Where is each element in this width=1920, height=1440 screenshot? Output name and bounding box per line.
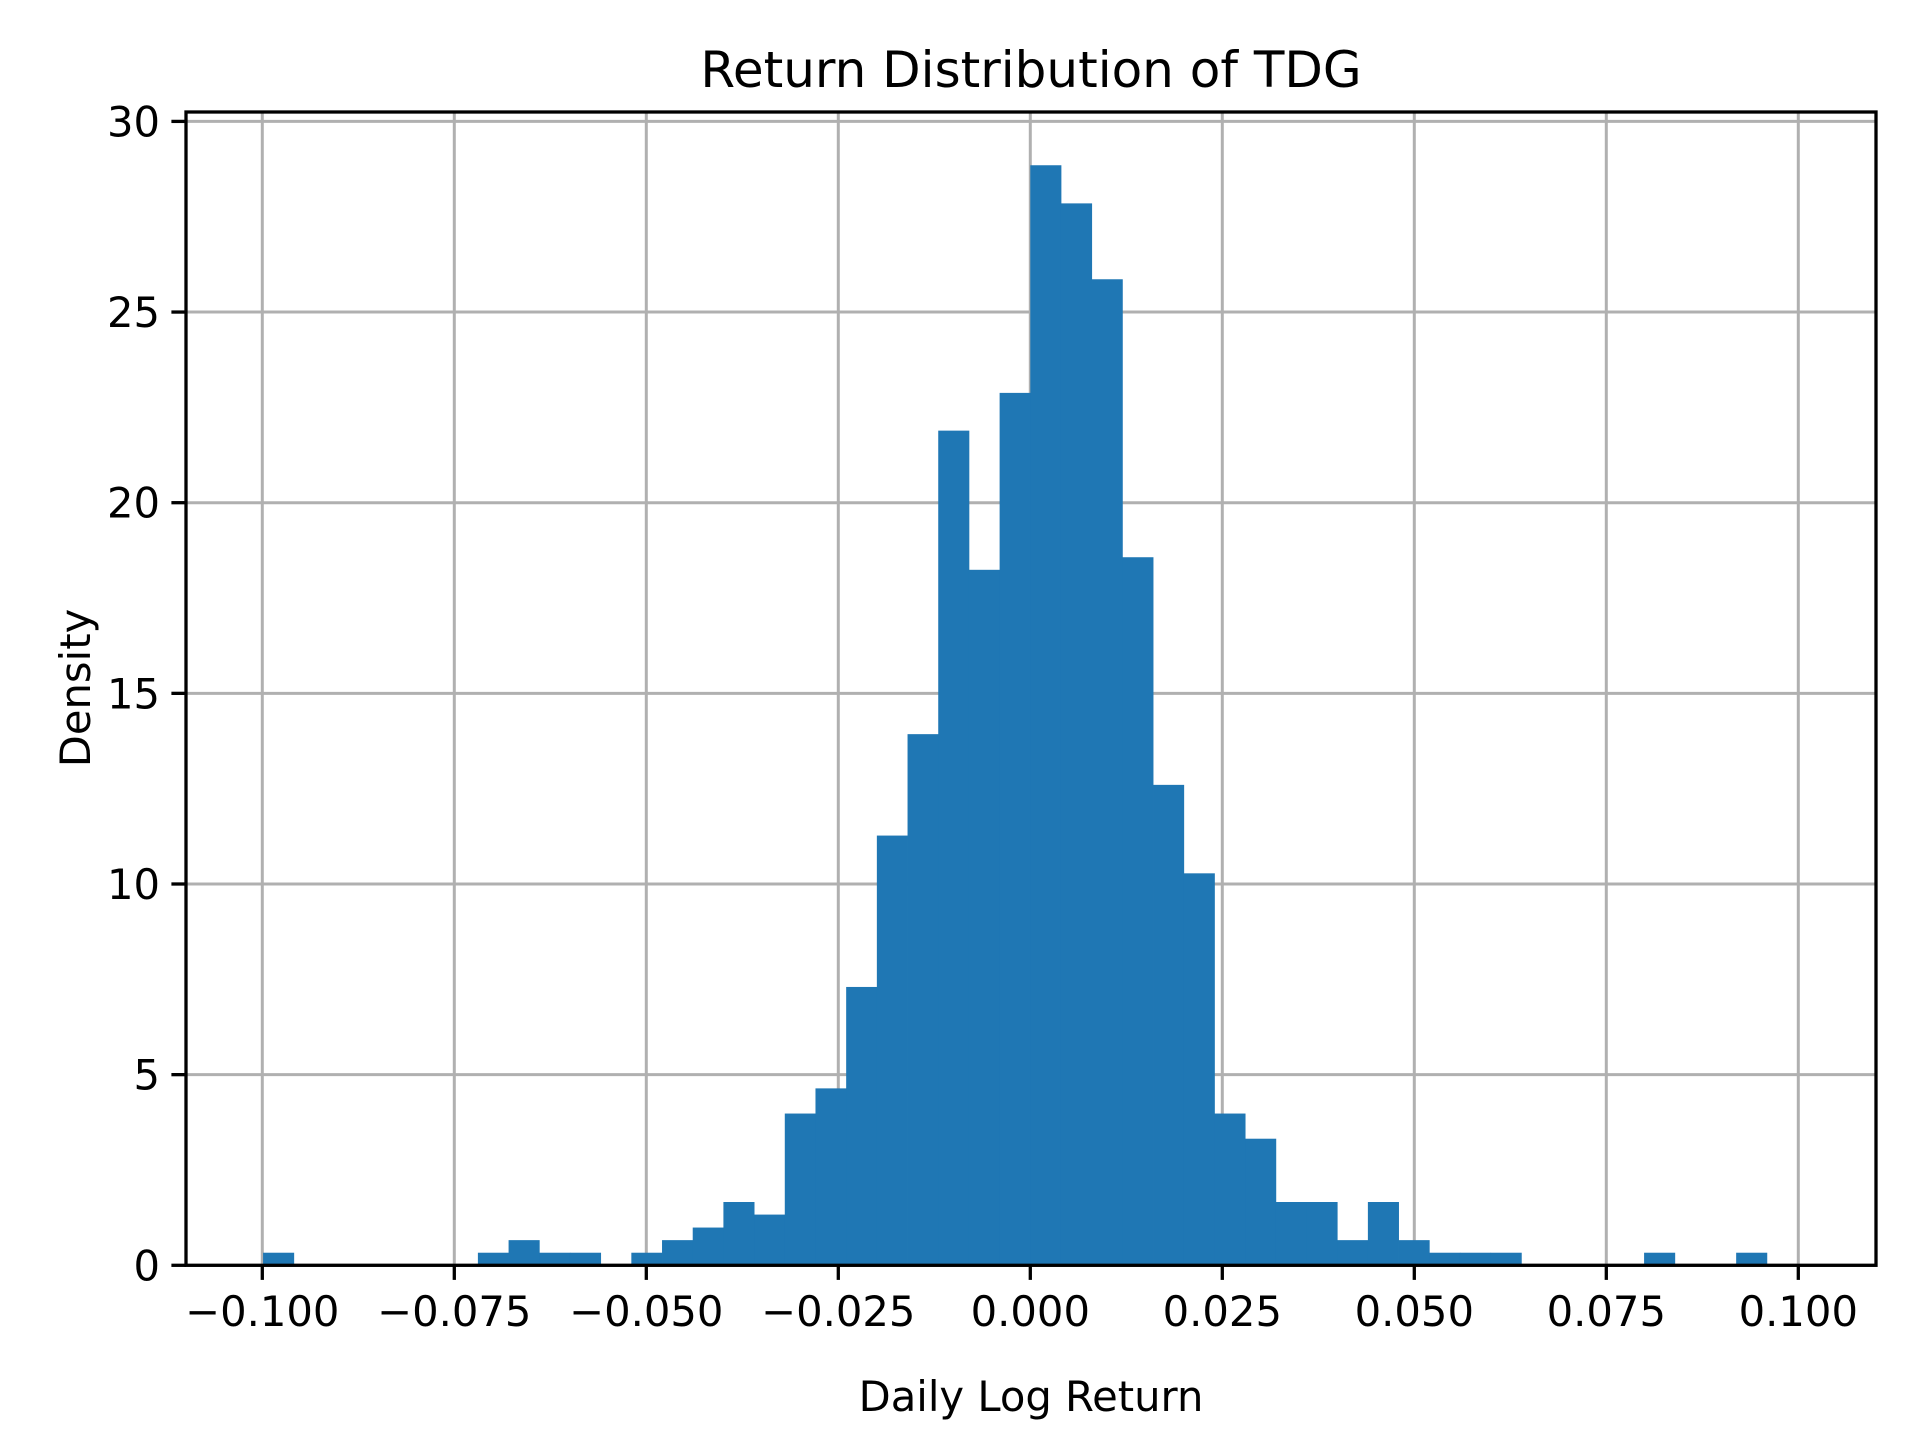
x-tick-label: 0.100	[1739, 1287, 1858, 1336]
histogram-bar	[1122, 557, 1154, 1266]
histogram-bar	[876, 835, 908, 1266]
chart-title: Return Distribution of TDG	[700, 41, 1362, 99]
histogram-bar	[1245, 1138, 1277, 1266]
y-tick-label: 5	[133, 1051, 160, 1100]
histogram-bar	[1398, 1240, 1430, 1266]
histogram-bar	[907, 734, 939, 1266]
histogram-bars	[263, 165, 1768, 1266]
histogram-bar	[723, 1202, 755, 1266]
histogram-bar	[1459, 1252, 1492, 1266]
histogram-bar	[1736, 1252, 1768, 1266]
histogram-bar	[1214, 1113, 1246, 1266]
x-tick-label: 0.000	[971, 1287, 1090, 1336]
histogram-bar	[662, 1240, 694, 1266]
y-tick-label: 20	[107, 479, 160, 528]
histogram-bar	[508, 1240, 540, 1266]
histogram-bar	[477, 1252, 509, 1266]
histogram-bar	[1490, 1252, 1522, 1266]
y-axis-label: Density	[51, 608, 100, 768]
histogram-bar	[1644, 1252, 1676, 1266]
x-tick-label: 0.075	[1547, 1287, 1666, 1336]
histogram-bar	[1306, 1202, 1338, 1266]
histogram-bar	[999, 392, 1031, 1266]
histogram-bar	[1091, 279, 1123, 1266]
y-tick-label: 15	[107, 669, 160, 718]
histogram-bar	[569, 1252, 602, 1266]
histogram-bar	[1153, 784, 1185, 1266]
x-tick-label: 0.050	[1355, 1287, 1474, 1336]
y-tick-label: 10	[107, 860, 160, 909]
histogram-bar	[1337, 1240, 1369, 1266]
x-tick-label: −0.050	[569, 1287, 723, 1336]
histogram-bar	[1183, 873, 1215, 1266]
histogram-bar	[754, 1214, 786, 1266]
histogram-bar	[1060, 203, 1093, 1266]
histogram-bar	[263, 1252, 295, 1266]
histogram-bar	[815, 1088, 847, 1266]
histogram-bar	[1367, 1202, 1399, 1266]
histogram-bar	[846, 986, 878, 1266]
x-axis-label: Daily Log Return	[858, 1372, 1204, 1421]
histogram-bar	[938, 430, 970, 1266]
histogram-bar	[1030, 165, 1062, 1266]
histogram-bar	[692, 1227, 724, 1266]
histogram-bar	[1429, 1252, 1461, 1266]
histogram-bar	[784, 1113, 816, 1266]
histogram-bar	[539, 1252, 571, 1266]
y-tick-label: 0	[133, 1241, 160, 1290]
y-tick-label: 25	[107, 288, 160, 337]
histogram-bar	[631, 1252, 663, 1266]
x-tick-label: 0.025	[1163, 1287, 1282, 1336]
x-tick-label: −0.025	[761, 1287, 915, 1336]
x-tick-label: −0.100	[185, 1287, 339, 1336]
axis-ticks: −0.100 −0.075 −0.050 −0.025 0.000 0.025 0.050 0…	[107, 97, 1858, 1336]
y-tick-label: 30	[107, 97, 160, 146]
x-tick-label: −0.075	[377, 1287, 531, 1336]
histogram-bar	[1275, 1202, 1307, 1266]
histogram-bar	[968, 569, 1001, 1266]
